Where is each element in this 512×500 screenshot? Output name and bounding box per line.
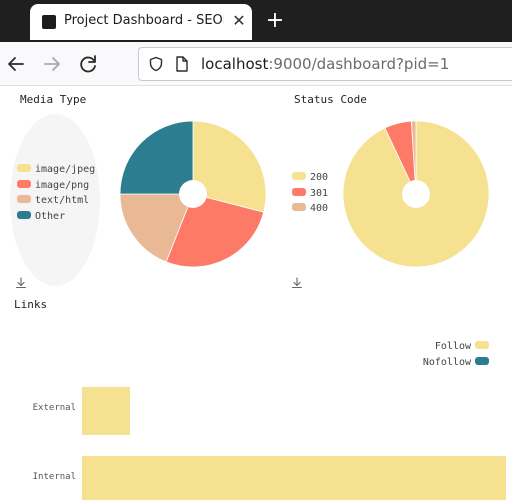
status-code-pie-chart — [343, 121, 489, 267]
legend-label: Nofollow — [422, 356, 471, 368]
download-icon[interactable] — [291, 277, 303, 289]
status-code-legend-item[interactable]: 301 — [292, 187, 329, 200]
links-bar-external-follow[interactable] — [82, 387, 131, 435]
media-type-slice-text-html[interactable] — [120, 193, 194, 263]
url-text[interactable]: localhost:9000/dashboard?pid=1 — [201, 55, 449, 73]
legend-label: text/html — [35, 195, 90, 206]
url-path: :9000/dashboard?pid=1 — [268, 55, 450, 73]
tab-title: Project Dashboard - SEOn — [64, 13, 224, 28]
new-tab-icon[interactable]: + — [265, 8, 285, 33]
url-host: localhost — [201, 55, 269, 73]
links-bar-internal-follow[interactable] — [82, 456, 506, 500]
legend-label: 301 — [310, 187, 329, 199]
legend-swatch — [17, 179, 31, 188]
media-type-slice-image-jpeg[interactable] — [192, 121, 266, 213]
media-type-legend-item[interactable]: text/html — [17, 195, 89, 207]
legend-label: 400 — [310, 203, 329, 214]
media-type-slice-image-png[interactable] — [165, 193, 265, 267]
reload-icon[interactable] — [76, 52, 100, 76]
media-type-legend-item[interactable]: Other — [17, 210, 66, 223]
links-legend-item[interactable]: Nofollow — [422, 356, 489, 369]
legend-label: Other — [35, 210, 66, 222]
status-code-donut-hole — [402, 180, 430, 208]
links-category-label: Internal — [32, 472, 76, 482]
links-category-label: External — [32, 403, 76, 413]
close-tab-icon[interactable]: ✕ — [232, 11, 246, 30]
media-type-slice-other[interactable] — [120, 121, 194, 195]
forward-arrow-icon[interactable] — [40, 52, 64, 76]
status-code-legend-item[interactable]: 200 — [292, 172, 328, 184]
media-type-legend-item[interactable]: image/png — [17, 179, 90, 192]
media-type-legend-item[interactable]: image/jpeg — [17, 164, 95, 176]
media-type-donut-hole — [179, 180, 207, 208]
links-title: Links — [14, 298, 48, 311]
legend-label: Follow — [434, 341, 471, 352]
shield-icon[interactable] — [148, 56, 164, 72]
legend-swatch — [292, 187, 306, 196]
favicon-icon — [42, 15, 56, 29]
status-code-legend-item[interactable]: 400 — [292, 203, 328, 215]
legend-swatch — [292, 203, 306, 211]
legend-label: image/png — [35, 179, 90, 191]
legend-swatch — [17, 164, 31, 172]
legend-swatch — [17, 195, 31, 203]
legend-label: 200 — [310, 172, 329, 183]
back-arrow-icon[interactable] — [4, 52, 28, 76]
media-type-pie-chart — [120, 121, 266, 267]
browser-tab-bar: Project Dashboard - SEOn ✕ + — [0, 0, 512, 42]
status-code-title: Status Code — [294, 93, 367, 106]
browser-nav-bar: localhost:9000/dashboard?pid=1 — [0, 42, 512, 86]
legend-swatch — [475, 341, 489, 349]
download-icon[interactable] — [15, 277, 27, 289]
page-icon[interactable] — [175, 56, 189, 72]
address-bar[interactable]: localhost:9000/dashboard?pid=1 — [138, 47, 512, 81]
legend-swatch — [475, 356, 489, 365]
legend-swatch — [17, 210, 31, 219]
legend-label: image/jpeg — [35, 164, 96, 175]
browser-tab[interactable]: Project Dashboard - SEOn ✕ — [30, 4, 252, 40]
links-legend-item[interactable]: Follow — [435, 341, 489, 353]
legend-swatch — [292, 172, 306, 180]
media-type-title: Media Type — [20, 93, 87, 106]
status-code-slice-400[interactable] — [411, 121, 417, 195]
